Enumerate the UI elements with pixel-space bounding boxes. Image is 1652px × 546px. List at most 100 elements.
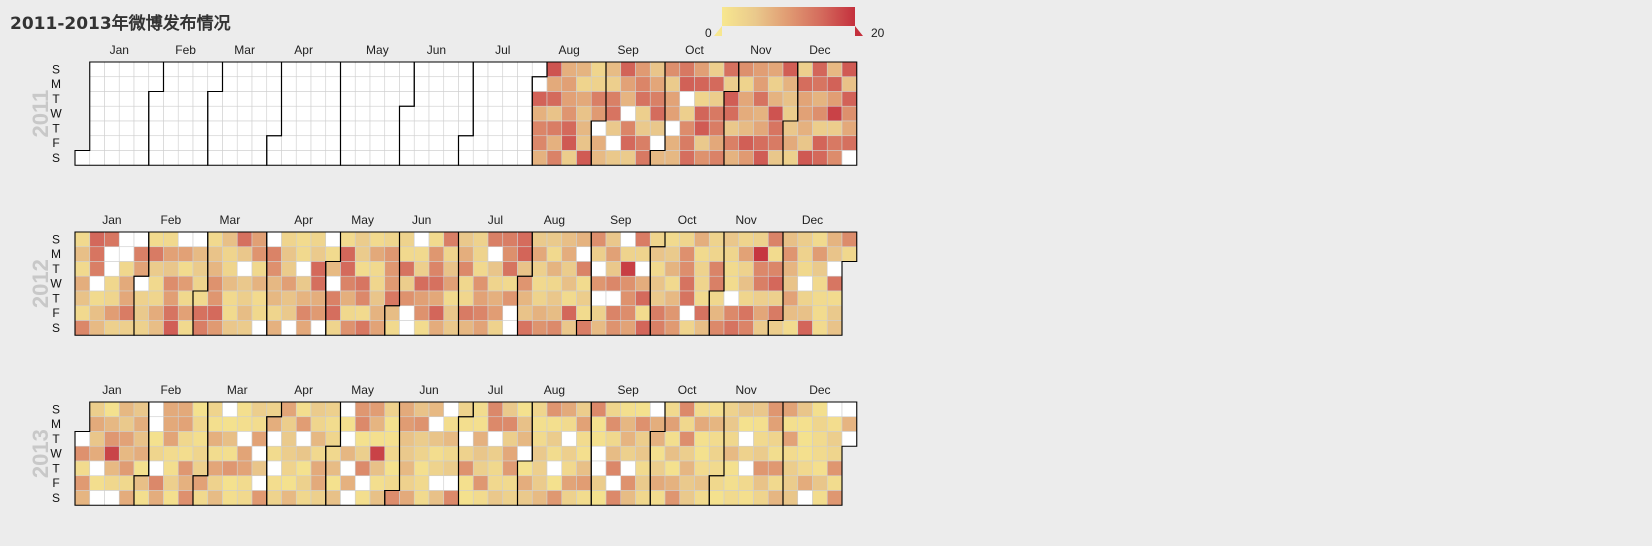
day-cell[interactable] (428, 135, 445, 151)
day-cell[interactable] (487, 120, 504, 137)
day-cell[interactable] (222, 431, 238, 447)
day-cell[interactable] (576, 76, 592, 92)
day-cell[interactable] (163, 135, 179, 151)
day-cell[interactable] (649, 261, 666, 277)
day-cell[interactable] (266, 460, 282, 477)
day-cell[interactable] (104, 246, 120, 262)
day-cell[interactable] (561, 91, 577, 107)
day-cell[interactable] (354, 416, 371, 432)
day-cell[interactable] (531, 105, 548, 122)
day-cell[interactable] (620, 305, 636, 321)
day-cell[interactable] (251, 261, 268, 277)
day-cell[interactable] (222, 91, 238, 107)
day-cell[interactable] (797, 320, 813, 336)
day-cell[interactable] (236, 120, 253, 137)
day-cell[interactable] (782, 445, 799, 462)
day-cell[interactable] (295, 91, 312, 107)
day-cell[interactable] (310, 105, 327, 122)
day-cell[interactable] (133, 275, 150, 292)
day-cell[interactable] (443, 445, 459, 462)
day-cell[interactable] (753, 61, 769, 78)
day-cell[interactable] (531, 120, 548, 137)
day-cell[interactable] (679, 246, 695, 262)
day-cell[interactable] (133, 401, 150, 418)
day-cell[interactable] (177, 120, 194, 137)
day-cell[interactable] (399, 135, 415, 151)
day-cell[interactable] (782, 246, 799, 262)
day-cell[interactable] (487, 475, 504, 491)
day-cell[interactable] (266, 275, 282, 292)
day-cell[interactable] (620, 246, 636, 262)
day-cell[interactable] (694, 460, 710, 477)
day-cell[interactable] (679, 490, 695, 506)
day-cell[interactable] (753, 91, 769, 107)
day-cell[interactable] (782, 305, 799, 321)
day-cell[interactable] (354, 76, 371, 92)
day-cell[interactable] (192, 320, 209, 336)
day-cell[interactable] (546, 416, 563, 432)
day-cell[interactable] (841, 61, 858, 78)
day-cell[interactable] (605, 416, 622, 432)
day-cell[interactable] (723, 475, 740, 491)
day-cell[interactable] (767, 120, 784, 137)
day-cell[interactable] (325, 91, 341, 107)
day-cell[interactable] (738, 320, 754, 336)
day-cell[interactable] (340, 431, 356, 447)
day-cell[interactable] (576, 290, 592, 307)
day-cell[interactable] (428, 431, 445, 447)
day-cell[interactable] (694, 320, 710, 336)
day-cell[interactable] (340, 320, 356, 336)
day-cell[interactable] (723, 460, 740, 477)
day-cell[interactable] (708, 246, 725, 262)
day-cell[interactable] (369, 76, 386, 92)
day-cell[interactable] (472, 320, 489, 336)
day-cell[interactable] (251, 431, 268, 447)
day-cell[interactable] (443, 261, 459, 277)
day-cell[interactable] (605, 290, 622, 307)
day-cell[interactable] (797, 261, 813, 277)
day-cell[interactable] (708, 105, 725, 122)
day-cell[interactable] (635, 105, 651, 122)
day-cell[interactable] (281, 61, 297, 78)
day-cell[interactable] (281, 320, 297, 336)
day-cell[interactable] (738, 445, 754, 462)
day-cell[interactable] (369, 320, 386, 336)
day-cell[interactable] (517, 246, 533, 262)
day-cell[interactable] (517, 61, 533, 78)
day-cell[interactable] (531, 290, 548, 307)
day-cell[interactable] (694, 246, 710, 262)
day-cell[interactable] (428, 320, 445, 336)
day-cell[interactable] (458, 416, 474, 432)
day-cell[interactable] (767, 135, 784, 151)
day-cell[interactable] (118, 76, 135, 92)
day-cell[interactable] (531, 401, 548, 418)
day-cell[interactable] (826, 135, 843, 151)
day-cell[interactable] (428, 490, 445, 506)
day-cell[interactable] (487, 305, 504, 321)
day-cell[interactable] (767, 61, 784, 78)
day-cell[interactable] (281, 76, 297, 92)
day-cell[interactable] (399, 431, 415, 447)
day-cell[interactable] (222, 261, 238, 277)
day-cell[interactable] (531, 150, 548, 166)
day-cell[interactable] (281, 445, 297, 462)
day-cell[interactable] (413, 445, 430, 462)
day-cell[interactable] (369, 401, 386, 418)
day-cell[interactable] (295, 490, 312, 506)
day-cell[interactable] (251, 135, 268, 151)
day-cell[interactable] (708, 76, 725, 92)
day-cell[interactable] (192, 416, 209, 432)
day-cell[interactable] (841, 76, 858, 92)
day-cell[interactable] (812, 120, 828, 137)
day-cell[interactable] (546, 290, 563, 307)
day-cell[interactable] (340, 91, 356, 107)
day-cell[interactable] (104, 135, 120, 151)
day-cell[interactable] (605, 475, 622, 491)
day-cell[interactable] (679, 231, 695, 248)
day-cell[interactable] (782, 105, 799, 122)
day-cell[interactable] (325, 261, 341, 277)
day-cell[interactable] (812, 490, 828, 506)
day-cell[interactable] (443, 490, 459, 506)
day-cell[interactable] (207, 305, 223, 321)
day-cell[interactable] (148, 61, 164, 78)
